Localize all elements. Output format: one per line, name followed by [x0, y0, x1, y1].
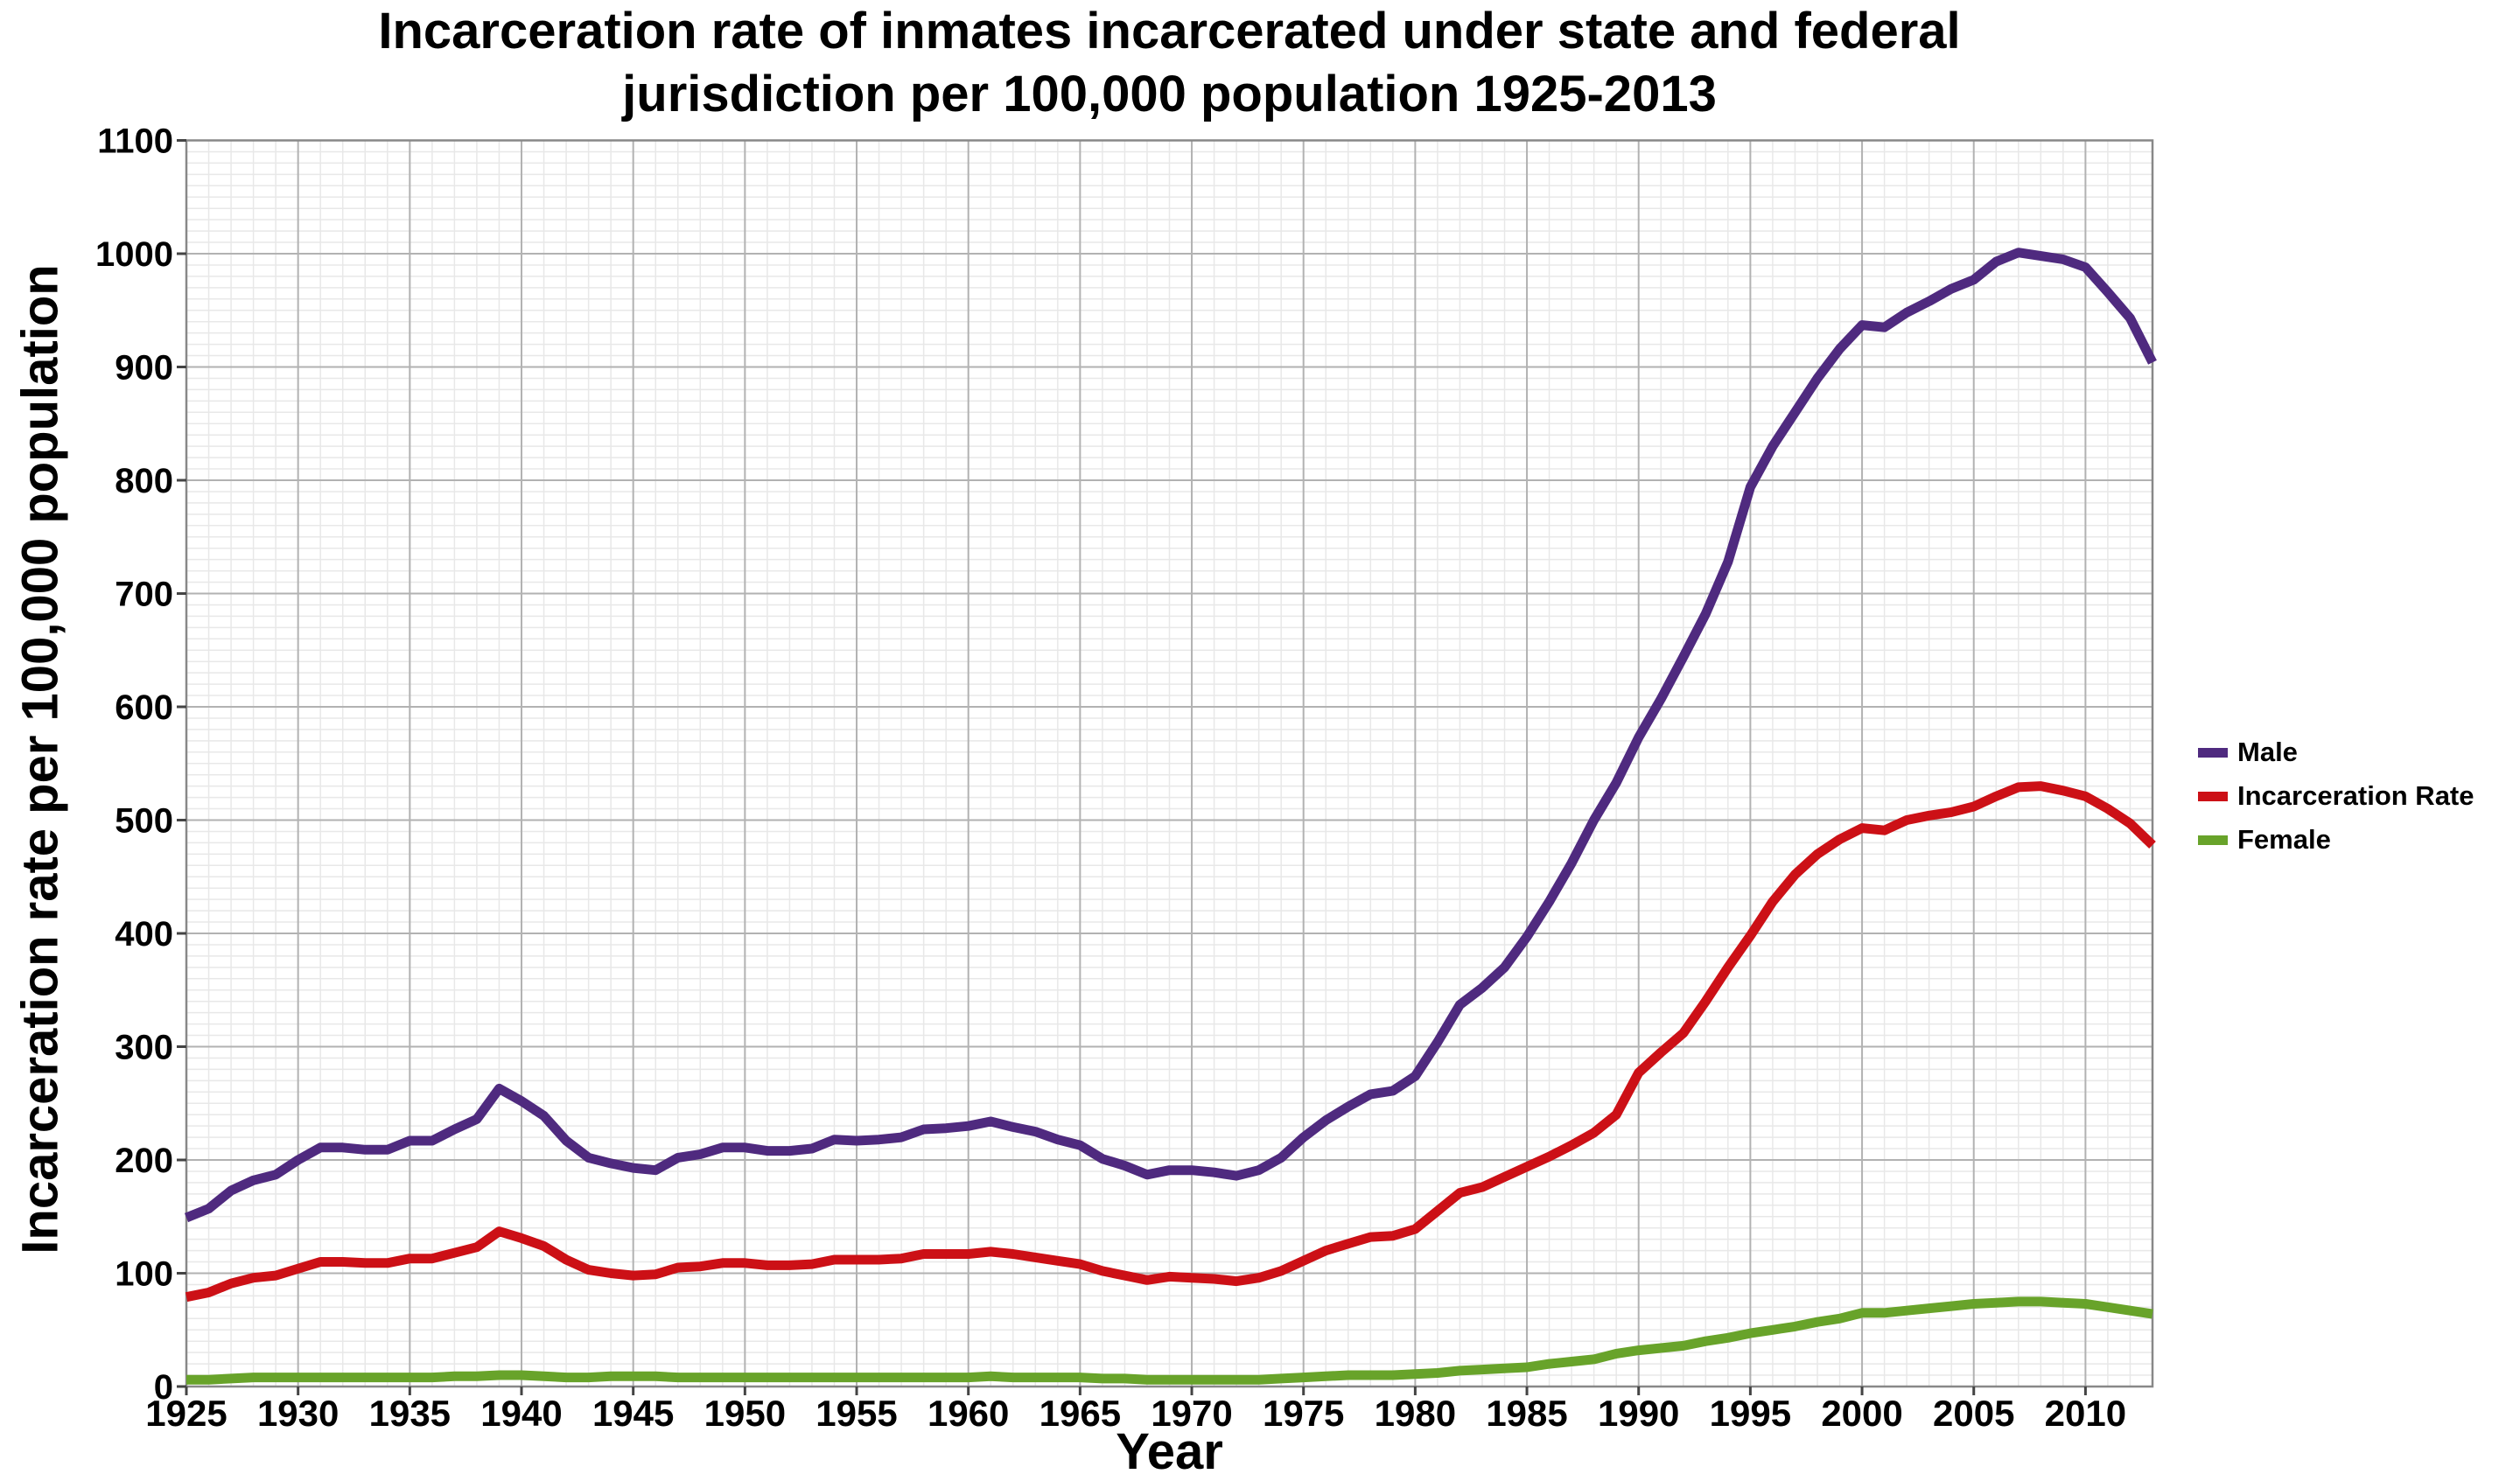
x-tick-label: 1990 [1598, 1393, 1679, 1434]
chart-title-line1: Incarceration rate of inmates incarcerat… [378, 3, 1961, 59]
legend-label: Female [2237, 824, 2331, 855]
x-tick-label: 2010 [2045, 1393, 2126, 1434]
legend-label: Male [2237, 737, 2298, 767]
y-tick-label: 700 [115, 576, 173, 614]
x-tick-labels: 1925 1930 1935 1940 1945 1950 1955 1960 1965 1970… [145, 1393, 2126, 1434]
y-tick-label: 300 [115, 1029, 173, 1067]
y-tick-label: 1000 [95, 235, 173, 274]
y-tick-label: 500 [115, 802, 173, 841]
legend-item-incarceration-rate: Incarceration Rate [2198, 780, 2474, 812]
y-tick-label: 200 [115, 1142, 173, 1180]
y-tick-label: 600 [115, 688, 173, 727]
axis-ticks [177, 139, 2087, 1395]
x-tick-label: 1950 [704, 1393, 786, 1434]
y-tick-label: 100 [115, 1255, 173, 1294]
x-tick-label: 2000 [1821, 1393, 1902, 1434]
chart-title-line2: jurisdiction per 100,000 population 1925… [622, 66, 1717, 122]
x-tick-label: 1945 [592, 1393, 674, 1434]
series-line-male [184, 248, 2157, 1223]
legend-item-male: Male [2198, 737, 2474, 768]
plot-border [185, 139, 2154, 1388]
x-tick-label: 2005 [1933, 1393, 2014, 1434]
x-tick-label: 1985 [1486, 1393, 1567, 1434]
y-tick-label: 800 [115, 462, 173, 500]
x-tick-label: 1935 [369, 1393, 451, 1434]
y-tick-label: 900 [115, 349, 173, 388]
x-tick-label: 1925 [145, 1393, 227, 1434]
x-tick-label: 1960 [928, 1393, 1009, 1434]
x-tick-label: 1975 [1263, 1393, 1344, 1434]
legend-item-female: Female [2198, 824, 2474, 856]
y-tick-label: 1100 [97, 122, 173, 161]
x-tick-label: 1930 [257, 1393, 339, 1434]
legend-swatch-male [2198, 747, 2228, 758]
x-tick-label: 1980 [1375, 1393, 1456, 1434]
x-tick-label: 1970 [1151, 1393, 1232, 1434]
x-tick-label: 1940 [480, 1393, 562, 1434]
x-tick-label: 1995 [1710, 1393, 1791, 1434]
legend-swatch-incarceration-rate [2198, 791, 2228, 801]
y-tick-labels: 0 100 200 300 400 500 600 700 800 900 1000 1100 [95, 122, 173, 1408]
series-lines [184, 248, 2157, 1385]
grid-minor [186, 140, 2153, 1387]
legend: Male Incarceration Rate Female [2198, 737, 2474, 868]
x-axis-title: Year [1116, 1423, 1223, 1480]
series-line-incarceration-rate [185, 781, 2156, 1303]
y-tick-label: 0 [154, 1368, 173, 1407]
series-line-female [186, 1296, 2153, 1385]
legend-swatch-female [2198, 835, 2228, 845]
y-tick-label: 400 [115, 915, 173, 954]
legend-label: Incarceration Rate [2237, 780, 2474, 811]
chart-title: Incarceration rate of inmates incarcerat… [186, 0, 2152, 126]
x-tick-label: 1955 [816, 1393, 897, 1434]
x-tick-label: 1965 [1040, 1393, 1121, 1434]
